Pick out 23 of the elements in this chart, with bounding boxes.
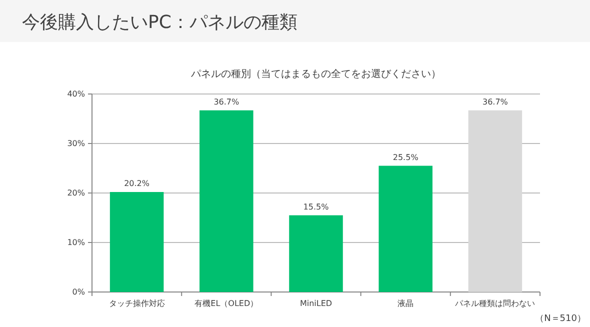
bar	[468, 110, 522, 292]
y-tick-label: 40%	[67, 90, 86, 98]
y-tick-label: 0%	[72, 288, 86, 296]
chart-subtitle: パネルの種別（当てはまるもの全てをお選びください）	[190, 68, 441, 80]
data-label: 25.5%	[392, 152, 419, 162]
chart-title: 今後購入したいPC：パネルの種類	[22, 12, 298, 33]
x-tick-label: タッチ操作対応	[108, 299, 165, 308]
x-tick-label: 液晶	[398, 299, 414, 308]
bar	[378, 166, 432, 292]
y-tick-label: 30%	[67, 139, 86, 148]
x-tick-label: パネル種類は問わない	[454, 299, 536, 308]
text: （N＝510）	[535, 314, 586, 324]
data-label: 36.7%	[214, 97, 240, 106]
data-label: 15.5%	[303, 202, 330, 212]
bar	[110, 192, 164, 292]
data-label: 36.7%	[482, 97, 508, 106]
data-label: 20.2%	[124, 179, 150, 188]
bar	[289, 215, 343, 292]
x-tick-label: MiniLED	[300, 299, 332, 308]
y-tick-label: 10%	[67, 238, 86, 247]
bar	[200, 110, 254, 292]
x-tick-label: 有機EL（OLED）	[194, 299, 258, 308]
y-tick-label: 20%	[67, 188, 86, 198]
